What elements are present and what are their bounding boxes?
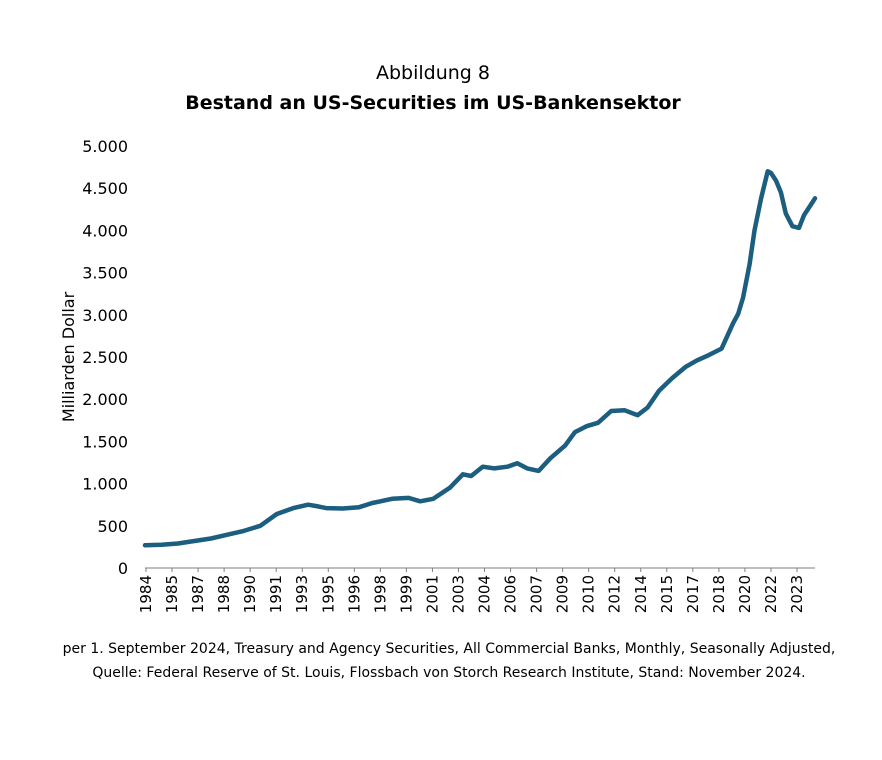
x-tick-label: 2009 bbox=[554, 575, 572, 613]
x-tick-label: 1998 bbox=[371, 575, 389, 613]
x-tick-label: 2014 bbox=[632, 575, 650, 613]
x-tick-label: 2018 bbox=[710, 575, 728, 613]
x-tick-label: 2007 bbox=[528, 575, 546, 613]
x-tick-label: 2020 bbox=[736, 575, 754, 613]
y-tick-label: 4.500 bbox=[82, 179, 128, 198]
chart-title: Bestand an US-Securities im US-Bankensek… bbox=[185, 92, 681, 114]
y-tick-label: 4.000 bbox=[82, 221, 128, 240]
source-note-line2: Quelle: Federal Reserve of St. Louis, Fl… bbox=[92, 665, 806, 681]
y-tick-label: 5.000 bbox=[82, 137, 128, 156]
x-tick-label: 2003 bbox=[449, 575, 467, 613]
source-note-line1: per 1. September 2024, Treasury and Agen… bbox=[62, 641, 836, 657]
y-axis-label: Milliarden Dollar bbox=[59, 291, 78, 422]
y-tick-label: 2.000 bbox=[82, 390, 128, 409]
y-tick-label: 3.500 bbox=[82, 264, 128, 283]
y-tick-label: 1.500 bbox=[82, 432, 128, 451]
x-tick-label: 2006 bbox=[502, 575, 520, 613]
x-tick-label: 1987 bbox=[189, 575, 207, 613]
x-axis-tick-marks bbox=[145, 568, 798, 572]
x-tick-label: 1993 bbox=[293, 575, 311, 613]
y-axis-tick-labels: 0 500 1.000 1.500 2.000 2.500 3.000 3.500 4.000 4… bbox=[82, 137, 128, 578]
x-tick-label: 1984 bbox=[137, 575, 155, 613]
x-tick-label: 1996 bbox=[345, 575, 363, 613]
x-tick-label: 2022 bbox=[762, 575, 780, 613]
x-tick-label: 1988 bbox=[215, 575, 233, 613]
x-tick-label: 2012 bbox=[606, 575, 624, 613]
x-tick-label: 2004 bbox=[476, 575, 494, 613]
y-tick-label: 500 bbox=[97, 517, 128, 536]
x-tick-label: 1991 bbox=[267, 575, 285, 613]
x-tick-label: 2010 bbox=[580, 575, 598, 613]
y-tick-label: 3.000 bbox=[82, 306, 128, 325]
x-tick-label: 1999 bbox=[397, 575, 415, 613]
x-tick-label: 2017 bbox=[684, 575, 702, 613]
y-tick-label: 0 bbox=[118, 559, 128, 578]
figure-label: Abbildung 8 bbox=[375, 62, 490, 84]
x-tick-label: 1985 bbox=[163, 575, 181, 613]
x-tick-label: 2001 bbox=[423, 575, 441, 613]
line-chart: 0 500 1.000 1.500 2.000 2.500 3.000 3.500 4.000 4… bbox=[59, 137, 818, 613]
x-axis-tick-labels: 1984 1985 1987 1988 1990 1991 1993 1995 1996 1998… bbox=[137, 575, 806, 613]
x-tick-label: 2023 bbox=[788, 575, 806, 613]
y-tick-label: 2.500 bbox=[82, 348, 128, 367]
series-line bbox=[142, 169, 818, 548]
y-tick-label: 1.000 bbox=[82, 475, 128, 494]
x-tick-label: 1995 bbox=[319, 575, 337, 613]
x-tick-label: 1990 bbox=[241, 575, 259, 613]
x-tick-label: 2015 bbox=[658, 575, 676, 613]
